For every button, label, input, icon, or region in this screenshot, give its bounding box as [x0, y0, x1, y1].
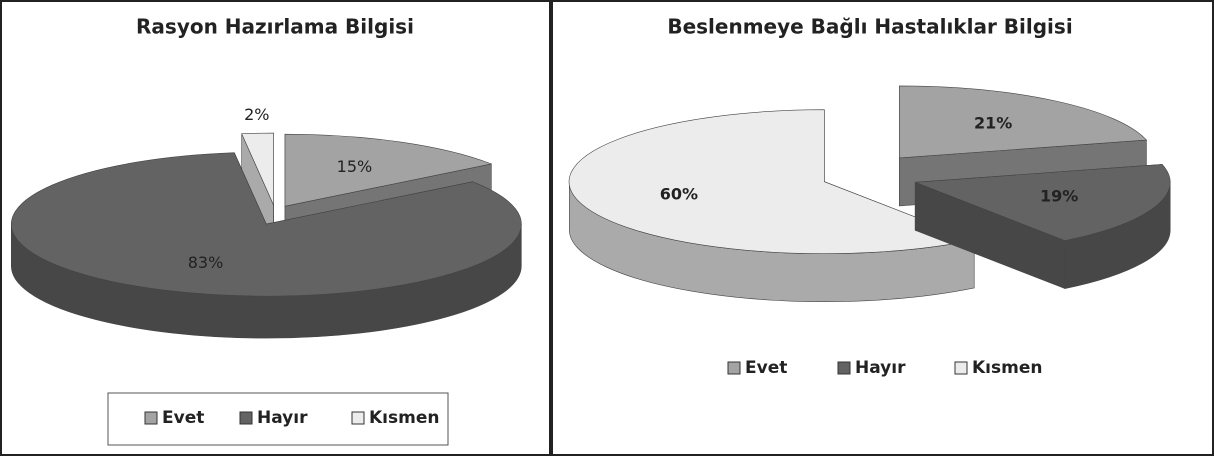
legend-box: [107, 392, 449, 446]
data-label: 21%: [974, 113, 1012, 132]
chart-title: Beslenmeye Bağlı Hastalıklar Bilgisi: [667, 15, 1072, 39]
legend-swatch: [144, 411, 158, 425]
legend-label: Evet: [162, 408, 204, 428]
slice: [915, 164, 1171, 241]
slice: [568, 109, 976, 254]
legend-label: Hayır: [257, 408, 308, 428]
legend-swatch: [351, 411, 365, 425]
data-label: 19%: [1040, 186, 1078, 205]
slice: [284, 133, 493, 207]
legend-swatch: [727, 361, 741, 375]
legend-label: Kısmen: [369, 408, 439, 428]
data-label: 60%: [660, 185, 698, 204]
slice: [899, 85, 1148, 159]
legend-swatch: [837, 361, 851, 375]
slice: [241, 132, 274, 206]
legend-label: Kısmen: [972, 358, 1042, 378]
data-label: 2%: [244, 105, 269, 124]
slice: [11, 152, 522, 297]
legend-label: Evet: [745, 358, 787, 378]
data-label: 83%: [188, 253, 224, 272]
legend-swatch: [239, 411, 253, 425]
legend-swatch: [954, 361, 968, 375]
legend-label: Hayır: [855, 358, 906, 378]
chart-title: Rasyon Hazırlama Bilgisi: [136, 15, 414, 39]
data-label: 15%: [337, 157, 373, 176]
